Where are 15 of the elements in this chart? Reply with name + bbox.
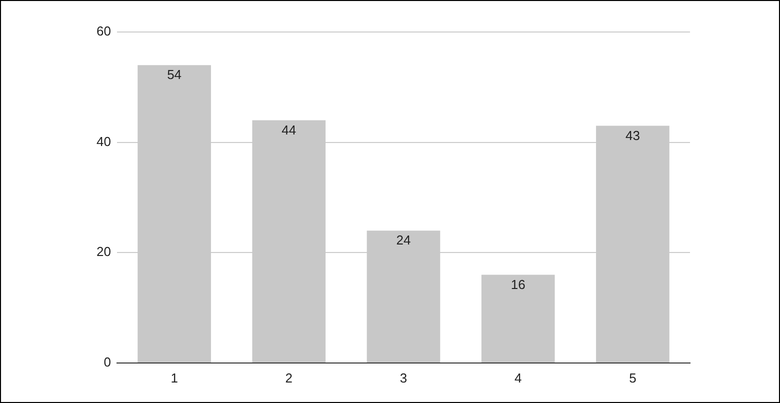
data-label: 54 [167, 67, 182, 82]
data-label: 43 [625, 128, 640, 143]
y-tick-label: 60 [96, 24, 111, 39]
x-tick-label: 5 [629, 370, 636, 386]
y-tick-label: 20 [96, 244, 111, 260]
x-tick-label: 4 [514, 370, 522, 386]
y-tick-label: 0 [104, 354, 111, 370]
y-tick-label: 40 [96, 134, 111, 149]
data-label: 16 [510, 276, 526, 292]
data-label: 24 [396, 232, 411, 248]
x-tick-label: 3 [400, 370, 408, 386]
x-tick-label: 1 [170, 370, 178, 386]
data-label: 44 [282, 122, 296, 138]
bar [481, 274, 555, 362]
x-tick-label: 2 [285, 370, 293, 386]
